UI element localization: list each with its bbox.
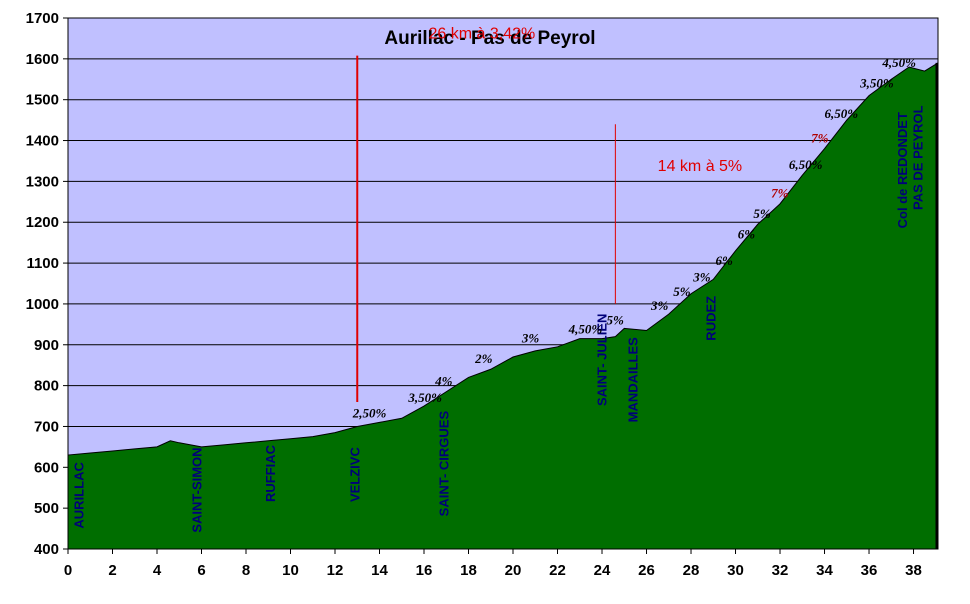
y-tick-label: 1200	[26, 214, 59, 231]
x-tick-label: 6	[197, 562, 205, 579]
grade-label: 5%	[753, 206, 771, 221]
marker-lines	[356, 55, 939, 549]
grade-label: 3%	[521, 331, 540, 346]
y-tick-label: 1100	[26, 255, 59, 272]
x-tick-label: 16	[416, 562, 433, 579]
x-tick-label: 34	[816, 562, 833, 579]
grade-label: 4%	[434, 374, 453, 389]
grade-label: 4,50%	[881, 55, 916, 70]
grade-label: 7%	[811, 131, 829, 146]
grade-label: 3%	[692, 269, 711, 284]
grade-label: 5%	[606, 312, 624, 327]
y-tick-label: 500	[34, 500, 59, 517]
place-label: RUFFIAC	[263, 444, 278, 502]
x-tick-label: 8	[242, 562, 250, 579]
place-label: AURILLAC	[72, 462, 87, 529]
grade-label: 4,50%	[568, 321, 603, 336]
plot-area-frame	[67, 17, 939, 550]
x-tick-label: 26	[638, 562, 655, 579]
place-label: Col de REDONDET	[895, 112, 910, 228]
y-tick-label: 1600	[26, 51, 59, 68]
x-tick-label: 28	[683, 562, 700, 579]
grade-label: 6,50%	[789, 157, 823, 172]
place-label: PAS DE PEYROL	[910, 105, 925, 210]
place-label: SAINT- CIRGUES	[436, 411, 451, 517]
y-tick-label: 1000	[26, 296, 59, 313]
x-tick-label: 36	[861, 562, 878, 579]
x-tick-label: 12	[327, 562, 344, 579]
y-tick-label: 1500	[26, 92, 59, 109]
y-tick-label: 1700	[26, 10, 59, 27]
y-tick-label: 900	[34, 337, 59, 354]
place-label: MANDAILLES	[626, 337, 641, 423]
place-label: VELZIVC	[347, 447, 362, 503]
place-label: SAINT-SIMON	[190, 447, 205, 532]
grade-label: 2%	[474, 351, 493, 366]
place-label: SAINT- JULIEN	[594, 314, 609, 406]
grade-label: 3,50%	[859, 75, 894, 90]
y-axis: 400 500 600 700 800 900 1000 1100 1200 1300 1400 15…	[26, 10, 68, 558]
x-tick-label: 30	[727, 562, 744, 579]
place-labels: AURILLAC SAINT-SIMON RUFFIAC VELZIVC SAINT- …	[72, 105, 926, 532]
grade-label: 5%	[673, 284, 691, 299]
x-tick-label: 14	[371, 562, 388, 579]
x-tick-label: 18	[460, 562, 477, 579]
grade-label: 7%	[771, 186, 789, 201]
place-label: RUDEZ	[703, 296, 718, 341]
x-tick-label: 0	[64, 562, 72, 579]
grade-labels: 2,50%3,50%4%2%3%4,50%5%3%5%3%6%6%5%7%6,5…	[352, 55, 916, 420]
grade-label: 6,50%	[825, 106, 859, 121]
y-tick-label: 1300	[26, 173, 59, 190]
grade-label: 3%	[650, 298, 669, 313]
x-tick-label: 10	[282, 562, 299, 579]
x-tick-label: 22	[549, 562, 566, 579]
x-axis: 0 2 4 6 8 10 12 14 16 18 20 22 24 26 28 30 32 34 36 38	[64, 549, 922, 579]
grade-label: 3,50%	[407, 390, 442, 405]
x-tick-label: 4	[153, 562, 162, 579]
y-tick-label: 400	[34, 541, 59, 558]
grade-label: 6%	[738, 227, 756, 242]
y-tick-label: 700	[34, 418, 59, 435]
y-tick-label: 1400	[26, 133, 59, 150]
y-tick-label: 600	[34, 459, 59, 476]
elevation-area	[67, 62, 939, 550]
summary-total-label: 26 km à 3,42%	[428, 25, 535, 42]
grade-label: 2,50%	[352, 405, 387, 420]
x-tick-label: 38	[905, 562, 922, 579]
x-tick-label: 2	[108, 562, 116, 579]
summary-final-label: 14 km à 5%	[658, 158, 742, 175]
y-tick-label: 800	[34, 378, 59, 395]
x-tick-label: 24	[594, 562, 611, 579]
grade-label: 6%	[715, 253, 733, 268]
x-tick-label: 32	[772, 562, 789, 579]
x-tick-label: 20	[505, 562, 522, 579]
chart-title: Aurillac - Pas de Peyrol	[384, 28, 595, 49]
